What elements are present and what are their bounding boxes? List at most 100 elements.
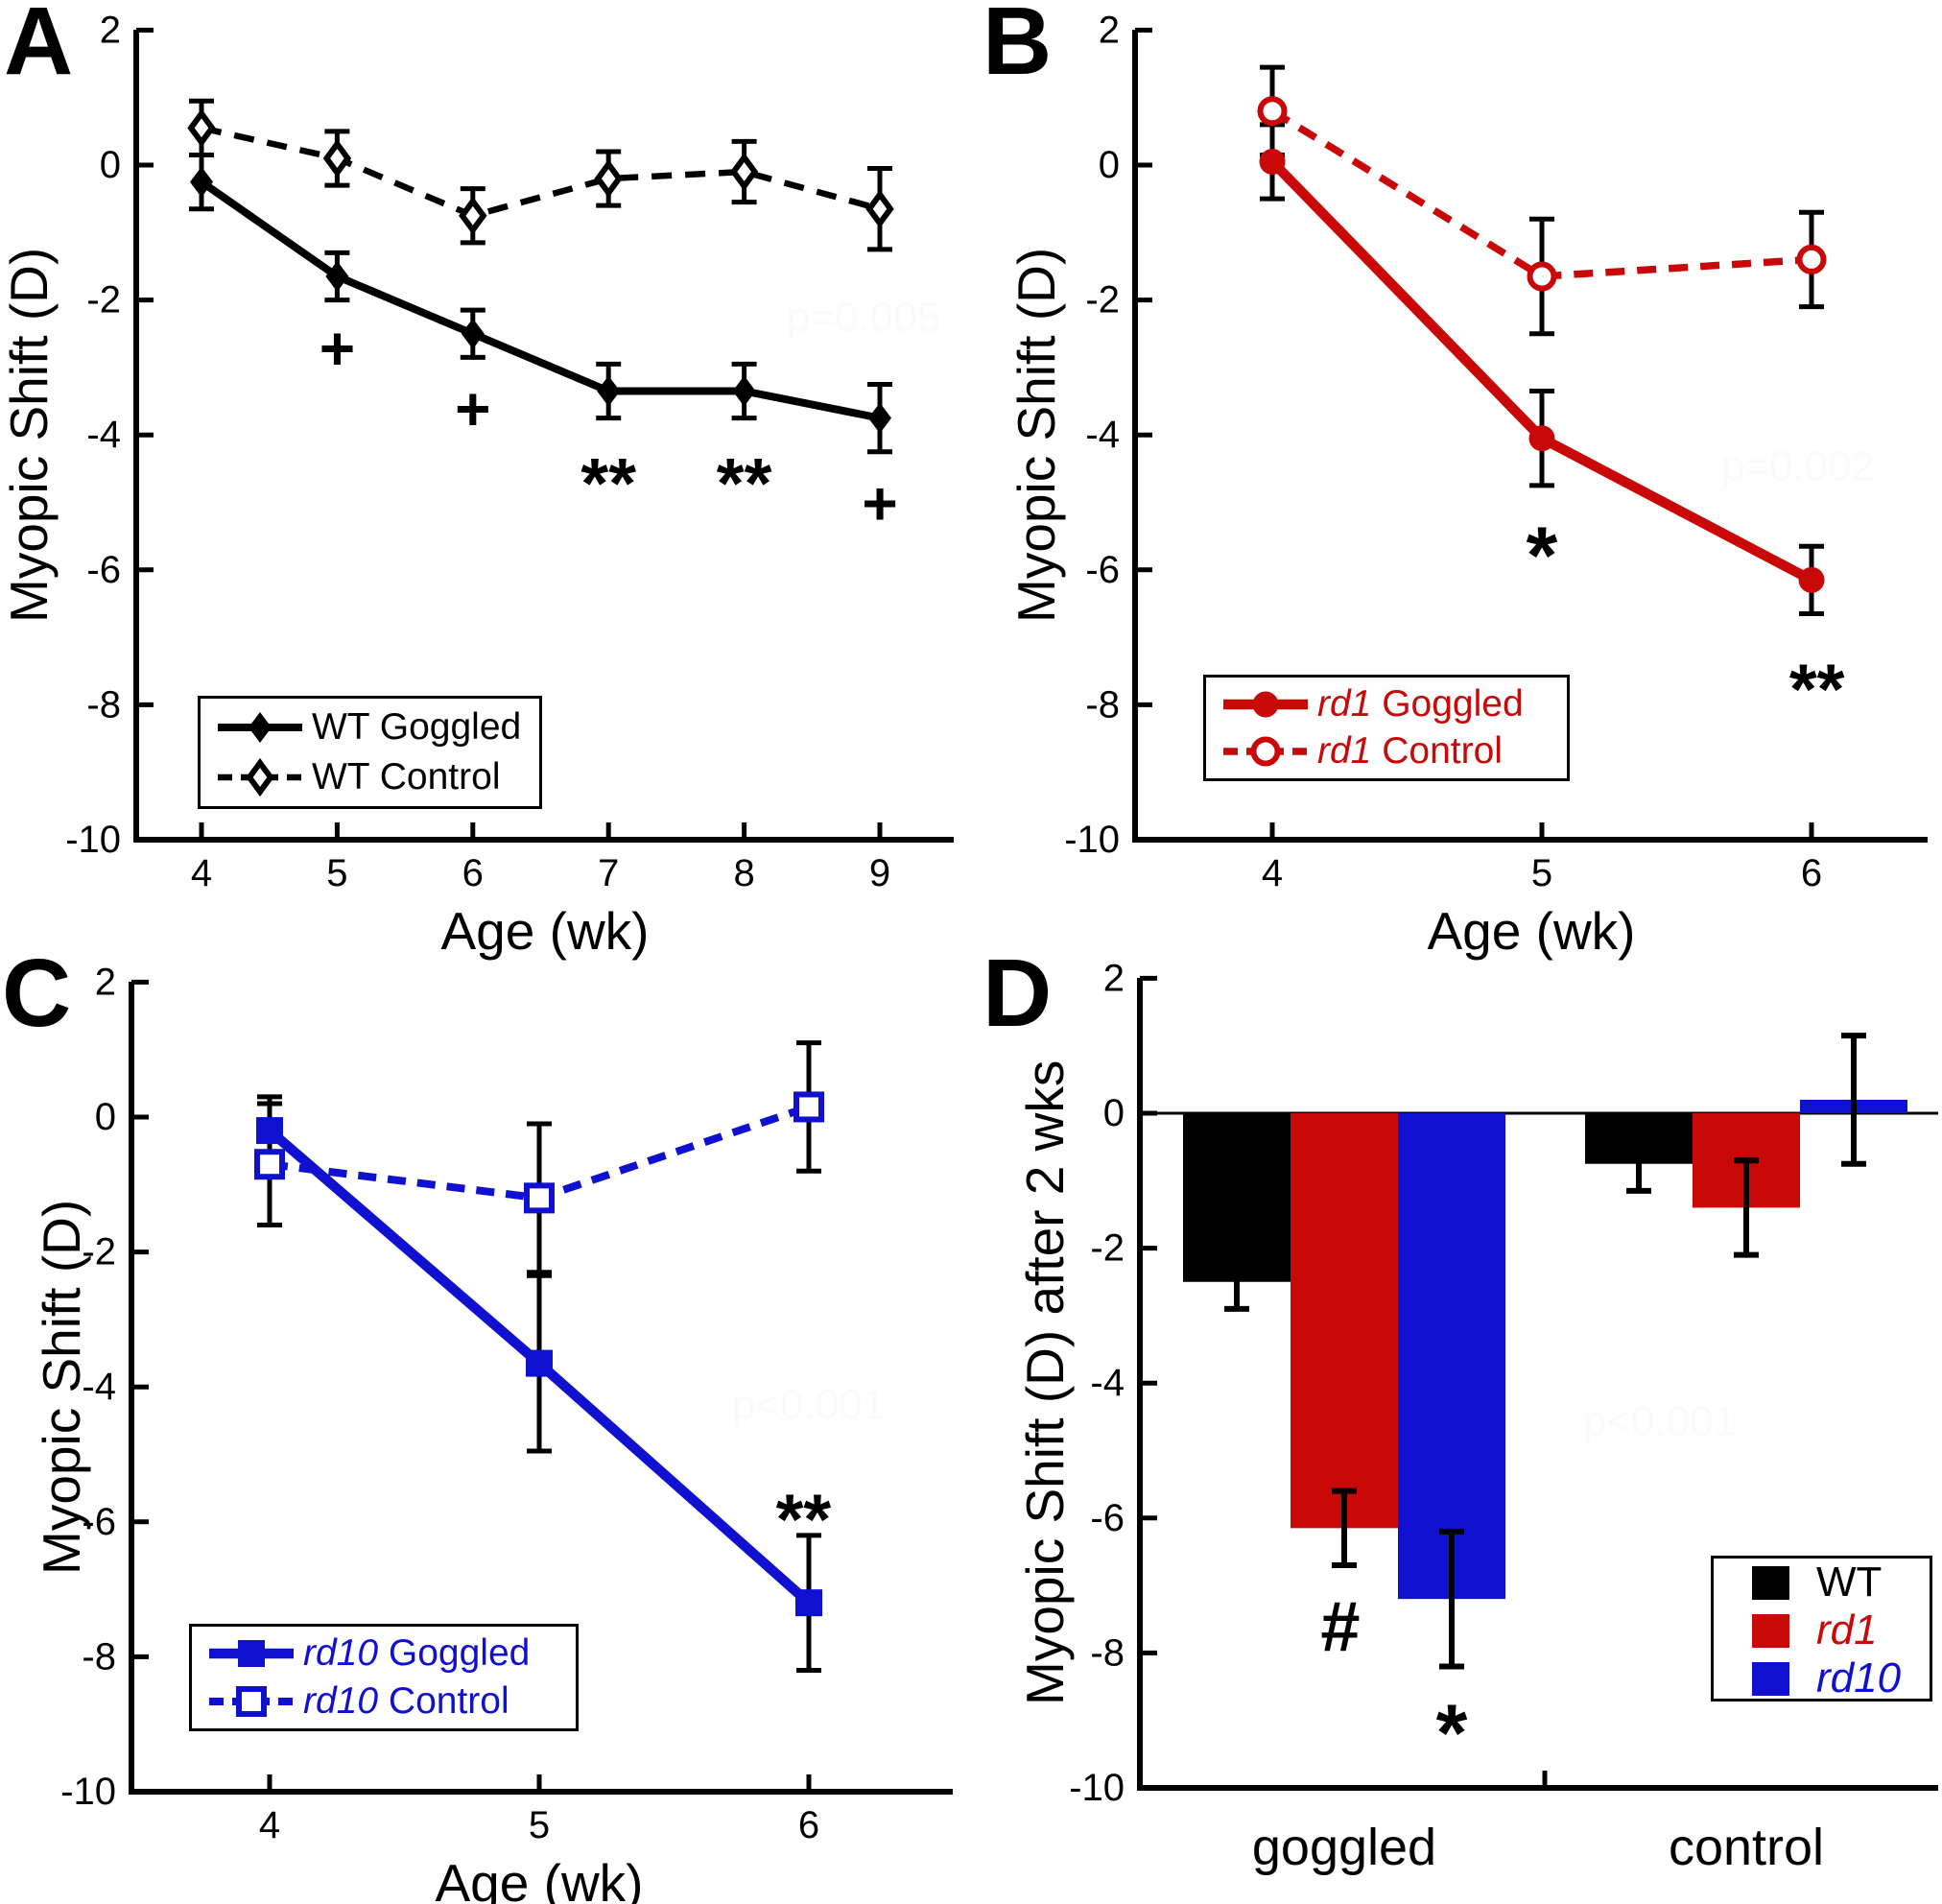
- svg-text:**: **: [1789, 649, 1845, 728]
- legend-item: rd10: [1752, 1654, 1930, 1702]
- svg-text:-6: -6: [1090, 1497, 1125, 1539]
- bar-rd10-goggled: [1398, 1113, 1505, 1600]
- svg-text:5: 5: [529, 1804, 550, 1846]
- svg-text:p<0.001: p<0.001: [1583, 1397, 1737, 1444]
- svg-text:4: 4: [1262, 852, 1283, 894]
- svg-text:7: 7: [598, 852, 619, 894]
- panel-c-legend: rd10 Goggled rd10 Control: [189, 1624, 579, 1731]
- panel-d-y-axis-label: Myopic Shift (D) after 2 wks: [1015, 1059, 1075, 1706]
- series-line-0: [199, 178, 881, 422]
- svg-text:-8: -8: [1085, 683, 1120, 726]
- legend-item: WT Control: [216, 756, 539, 798]
- svg-text:0: 0: [95, 1096, 116, 1138]
- axis: 2 0 -2 -4 -6 -8 -10 4 5 6: [1064, 9, 1928, 894]
- legend-line-sample: [209, 1686, 294, 1717]
- annotations: ** p<0.001: [732, 1381, 886, 1559]
- annotations: ***p=0.002: [1527, 442, 1875, 728]
- panel-c-y-axis-label: Myopic Shift (D): [32, 1199, 91, 1575]
- panel-a-letter: A: [4, 0, 74, 95]
- legend-line-sample: [209, 1640, 294, 1667]
- svg-text:-6: -6: [82, 1501, 116, 1543]
- panel-b-legend: rd1 Goggled rd1 Control: [1203, 675, 1570, 781]
- panel-a-y-axis-label: Myopic Shift (D): [0, 247, 59, 623]
- legend-item-label: rd1 Control: [1317, 730, 1503, 773]
- legend-color-swatch: [1752, 1661, 1789, 1696]
- axis: 2 0 -2 -4 -6 -8 -10: [1069, 957, 1938, 1809]
- svg-text:p=0.005: p=0.005: [787, 295, 940, 342]
- svg-text:+: +: [862, 469, 897, 538]
- series-markers-1: [1257, 96, 1827, 292]
- panel-b-y-axis-label: Myopic Shift (D): [1007, 247, 1066, 623]
- svg-text:-10: -10: [65, 819, 121, 861]
- legend-item-label: WT Goggled: [312, 706, 522, 748]
- panel-c: 2 0 -2 -4 -6 -8 -10 4 5 6 ** p<0.001 C Myopic Shift…: [0, 940, 971, 1904]
- svg-text:**: **: [717, 443, 772, 523]
- annotations: + + ** ** + p=0.005: [320, 295, 940, 538]
- legend-item: rd1: [1752, 1606, 1930, 1654]
- panel-d-letter: D: [983, 940, 1053, 1047]
- svg-text:5: 5: [326, 852, 347, 894]
- legend-color-swatch: [1752, 1565, 1789, 1600]
- legend-item: rd1 Goggled: [1221, 683, 1567, 726]
- bar-rd1-goggled: [1291, 1113, 1398, 1529]
- legend-item-label: WT Control: [312, 756, 501, 797]
- svg-text:4: 4: [259, 1804, 280, 1846]
- panel-a-legend: WT Goggled WT Control: [198, 696, 542, 809]
- svg-text:9: 9: [869, 852, 890, 894]
- svg-text:-10: -10: [1069, 1767, 1125, 1809]
- svg-text:-6: -6: [86, 549, 121, 591]
- svg-text:*: *: [1436, 1688, 1468, 1778]
- panel-d-chart: 2 0 -2 -4 -6 -8 -10 # * p<0.001: [1069, 957, 1938, 1809]
- series-line-1: [1270, 107, 1812, 280]
- svg-text:-8: -8: [82, 1635, 116, 1678]
- svg-text:-4: -4: [1085, 414, 1120, 456]
- svg-text:-2: -2: [1085, 279, 1120, 321]
- svg-text:-10: -10: [60, 1771, 116, 1813]
- legend-line-sample: [1223, 736, 1308, 767]
- legend-item: rd10 Control: [207, 1680, 576, 1723]
- svg-text:+: +: [455, 374, 490, 443]
- bars: [1183, 1099, 1907, 1600]
- legend-item-label: rd10 Goggled: [303, 1632, 531, 1674]
- panel-b-chart: 20-2-4-6-8-104 5 6***p=0.002: [1064, 9, 1928, 894]
- svg-text:0: 0: [100, 144, 121, 186]
- svg-text:-2: -2: [1090, 1227, 1125, 1270]
- svg-text:-8: -8: [86, 683, 121, 726]
- legend-item-label: rd10: [1816, 1654, 1902, 1702]
- svg-text:-2: -2: [82, 1231, 116, 1273]
- svg-text:2: 2: [1103, 957, 1125, 999]
- legend-item-label: rd10 Control: [303, 1680, 509, 1722]
- panel-a-chart: 2 0 -2 -4 -6 -8 -10 4 5 6 7 8 9 + + ** ** + p=0.005: [65, 9, 954, 894]
- legend-item-label: rd1 Goggled: [1317, 682, 1524, 725]
- panel-c-letter: C: [2, 940, 72, 1047]
- svg-text:-4: -4: [86, 414, 121, 456]
- svg-text:-4: -4: [1090, 1362, 1125, 1404]
- svg-text:-10: -10: [1064, 819, 1120, 861]
- legend-item: rd10 Goggled: [207, 1632, 576, 1675]
- panel-a: 2 0 -2 -4 -6 -8 -10 4 5 6 7 8 9 + + ** ** + p=0.005 A Myop…: [0, 0, 971, 961]
- svg-text:-4: -4: [82, 1366, 116, 1408]
- svg-text:p=0.002: p=0.002: [1721, 442, 1875, 489]
- svg-text:2: 2: [1099, 9, 1120, 51]
- series-markers-0: [256, 1117, 822, 1617]
- svg-text:5: 5: [1531, 852, 1552, 894]
- axis: 2 0 -2 -4 -6 -8 -10 4 5 6: [60, 961, 953, 1846]
- series-markers-0: [190, 166, 891, 434]
- legend-item-label: WT: [1816, 1559, 1883, 1606]
- error-bars: [1224, 1033, 1866, 1670]
- svg-text:-2: -2: [86, 279, 121, 321]
- legend-line-sample: [1223, 691, 1308, 718]
- panel-a-x-axis-label: Age (wk): [440, 901, 650, 961]
- svg-text:6: 6: [462, 852, 484, 894]
- series-markers-1: [254, 1091, 824, 1214]
- category-label-goggled: goggled: [1251, 1819, 1437, 1876]
- svg-text:-6: -6: [1085, 549, 1120, 591]
- series-markers-1: [187, 108, 894, 235]
- svg-text:**: **: [776, 1480, 832, 1559]
- svg-text:6: 6: [1801, 852, 1822, 894]
- svg-text:p<0.001: p<0.001: [732, 1381, 886, 1428]
- panel-b-x-axis-label: Age (wk): [1427, 901, 1636, 961]
- axis: 2 0 -2 -4 -6 -8 -10 4 5 6 7 8 9: [65, 9, 954, 894]
- legend-color-swatch: [1752, 1613, 1789, 1648]
